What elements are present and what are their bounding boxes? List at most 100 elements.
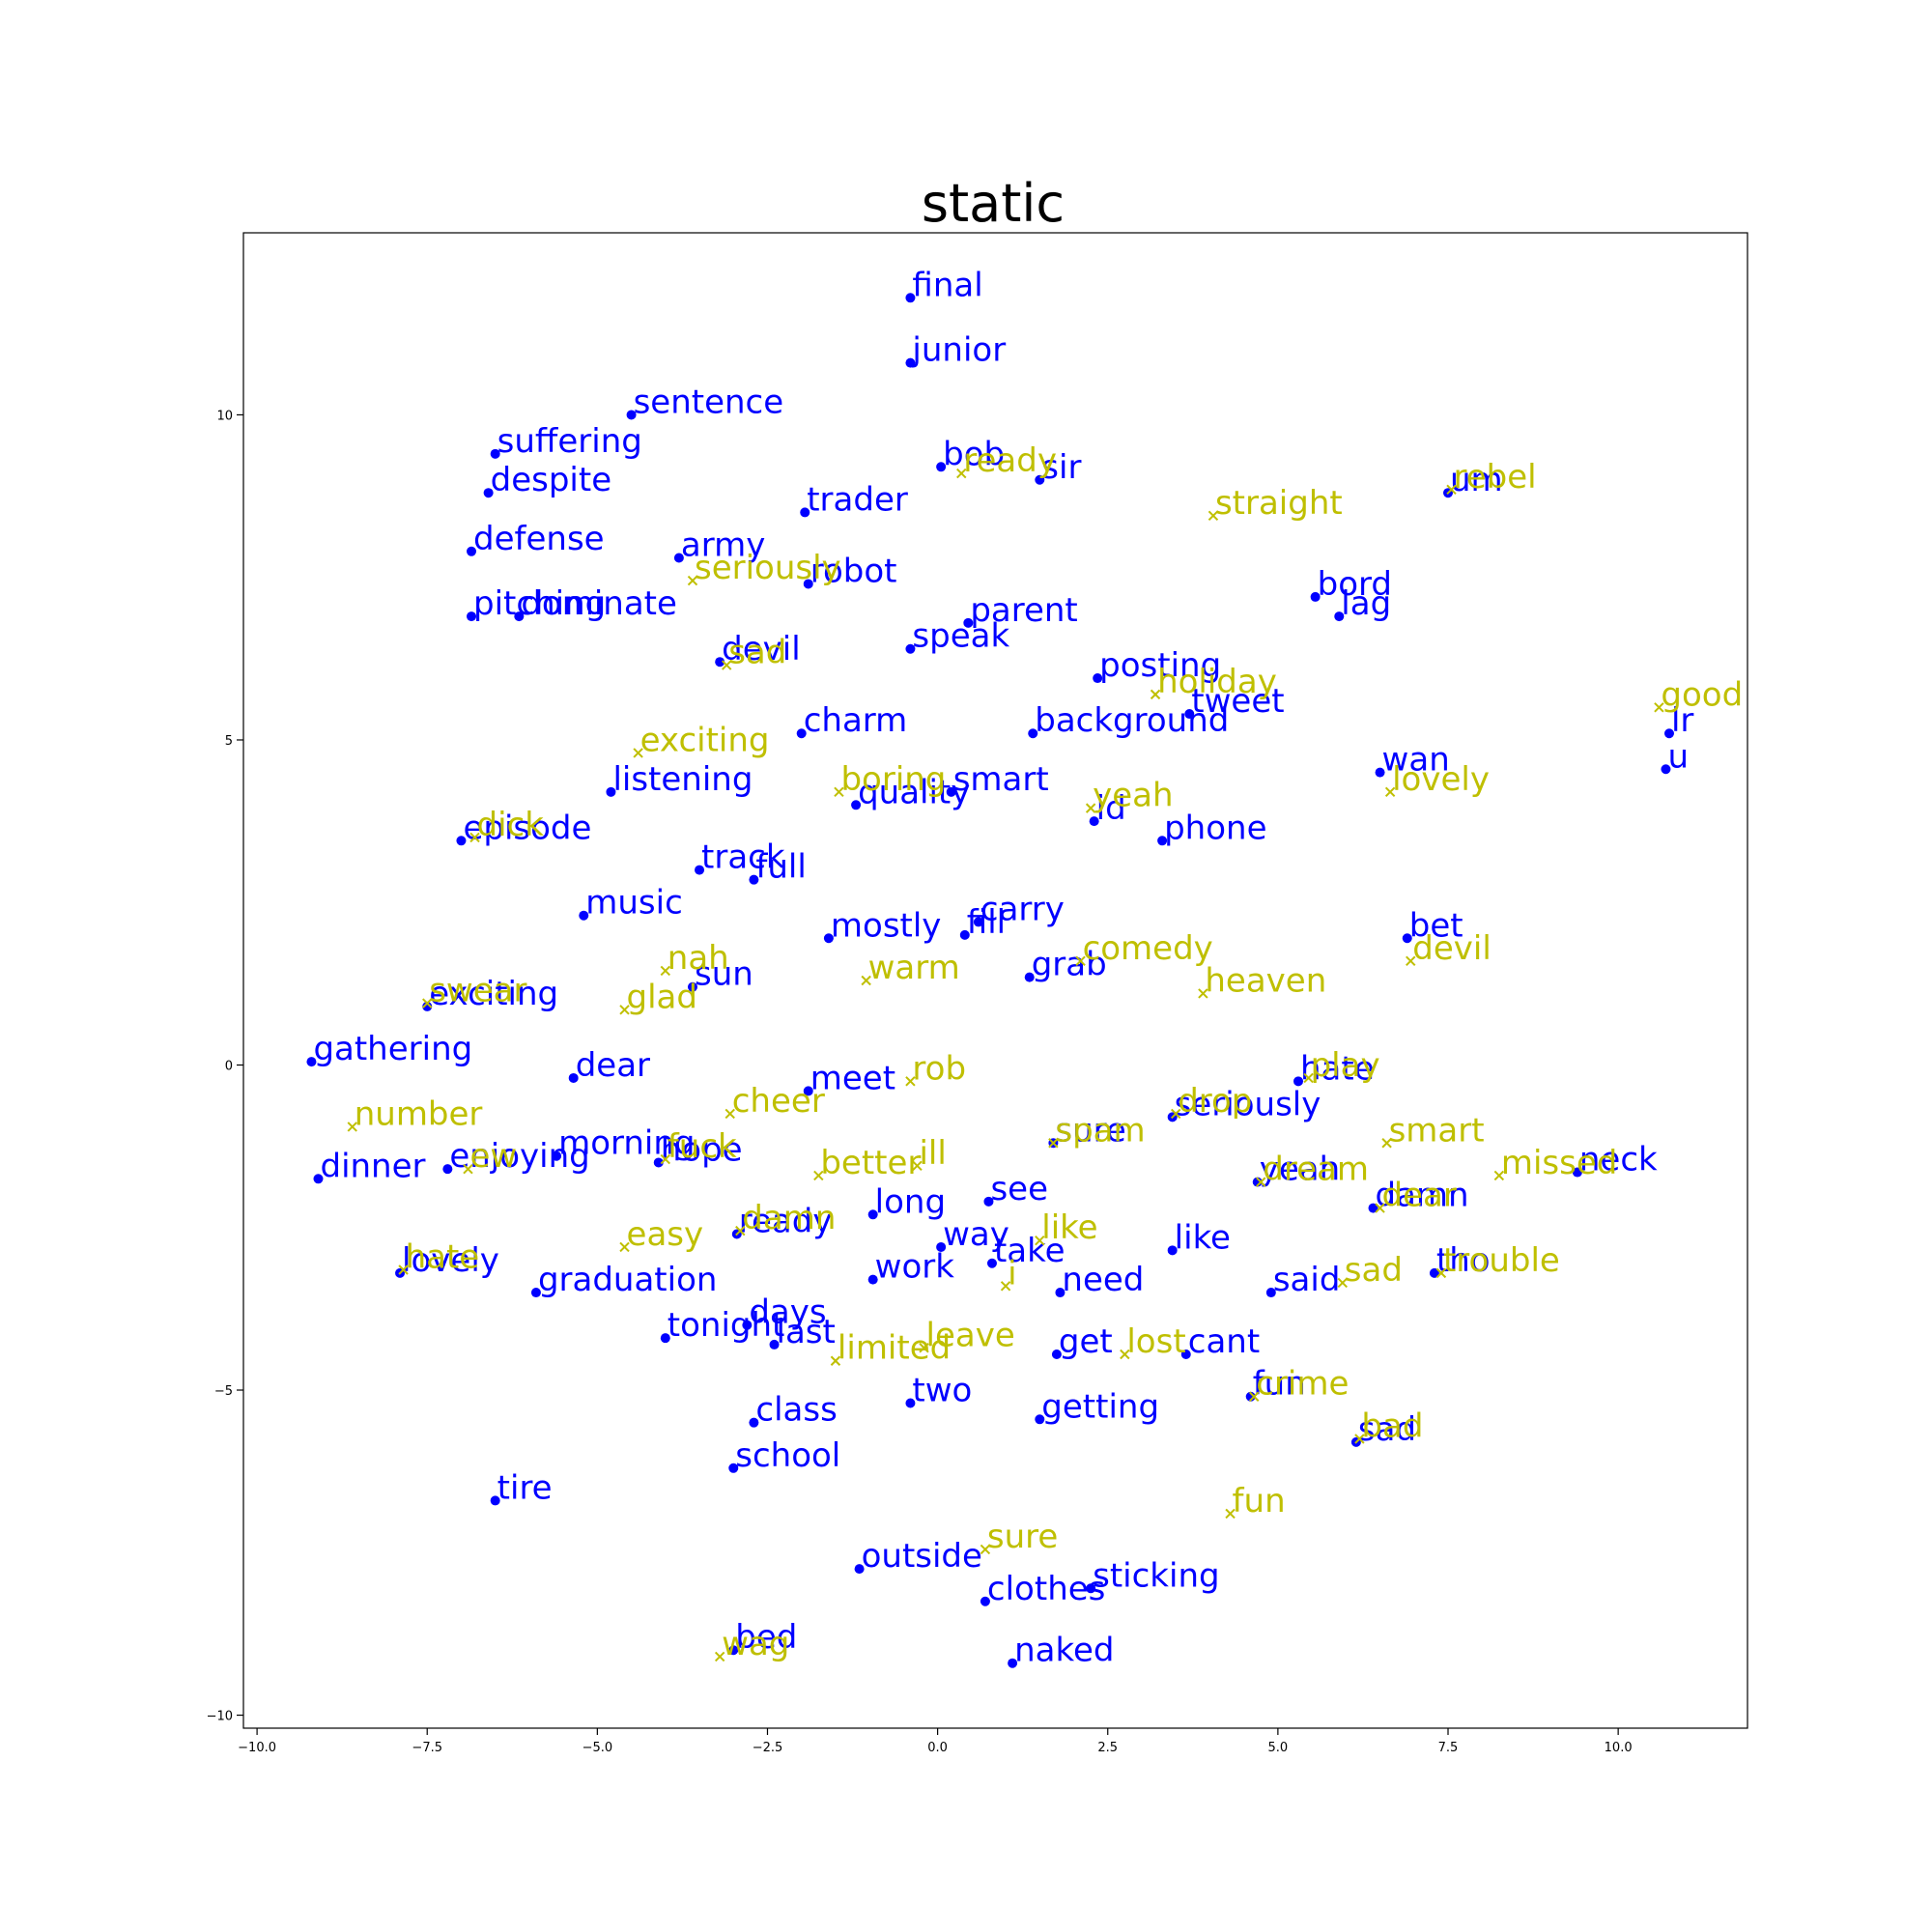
data-point-label: pitching [473, 584, 606, 623]
data-point-label: lost [1126, 1322, 1185, 1361]
data-point-marker [1075, 955, 1086, 967]
data-point-label: robot [810, 552, 897, 590]
data-point-label: ready [963, 441, 1057, 480]
data-point-label: ready [739, 1202, 833, 1240]
data-point-marker [749, 1417, 759, 1428]
data-point-marker [467, 611, 477, 622]
data-point-marker [456, 836, 467, 846]
data-point-label: good [1661, 675, 1743, 714]
data-point-label: ill [919, 1134, 946, 1173]
data-point-marker [552, 1151, 562, 1161]
data-point-label: cheer [732, 1082, 825, 1121]
data-point-marker [514, 611, 525, 622]
data-point-label: track [701, 838, 785, 877]
data-point-label: hate [406, 1238, 480, 1277]
data-point-marker [579, 910, 589, 921]
data-point-marker [483, 488, 494, 498]
data-point-marker [673, 553, 684, 563]
data-point-label: meet [810, 1059, 895, 1097]
x-axis: −10.0 −7.5 −5.0 −2.5 0.0 2.5 5.0 7.5 10.0 [238, 1728, 1633, 1755]
data-point-marker [1375, 1203, 1385, 1213]
data-point-marker [467, 546, 477, 556]
data-point-label: school [735, 1436, 840, 1475]
data-point-marker [1086, 1583, 1096, 1594]
x-tick-label: 7.5 [1438, 1741, 1459, 1755]
data-point-label: warm [868, 949, 960, 987]
data-point-label: tire [497, 1468, 553, 1507]
data-point-marker [728, 1645, 739, 1656]
data-point-label: cant [1188, 1322, 1260, 1361]
data-point-marker [905, 643, 916, 654]
data-point-label: morning [558, 1124, 695, 1163]
data-point-label: speak [912, 617, 1009, 656]
data-point-label: junior [911, 331, 1006, 370]
data-point-label: number [355, 1094, 483, 1133]
data-point-marker [490, 1495, 500, 1506]
data-point-marker [980, 1544, 991, 1555]
data-point-label: defense [473, 520, 605, 558]
data-point-label: devil [1412, 929, 1492, 968]
data-point-marker [905, 293, 916, 303]
data-point-marker [633, 748, 643, 758]
data-point-marker [490, 448, 500, 459]
data-point-marker [660, 1333, 670, 1344]
data-point-label: bord [1318, 565, 1392, 604]
data-point-marker [854, 1564, 865, 1575]
data-point-label: trader [807, 480, 908, 519]
data-point-label: boring [840, 760, 946, 799]
data-point-label: bet [1409, 906, 1463, 945]
data-point-label: missed [1501, 1144, 1618, 1182]
data-point-marker [1381, 1138, 1392, 1149]
data-point-marker [422, 998, 433, 1009]
data-point-label: sir [1041, 448, 1081, 487]
data-point-marker [1303, 1072, 1314, 1084]
data-point-label: wag [722, 1625, 789, 1663]
data-point-label: music [585, 884, 683, 923]
data-point-marker [1661, 764, 1671, 775]
data-point-label: heaven [1205, 961, 1326, 1000]
data-point-label: full [755, 848, 806, 887]
data-point-marker [912, 1160, 923, 1172]
data-point-label: tho [1436, 1241, 1491, 1280]
data-point-label: dick [477, 806, 545, 844]
y-tick-label: 0 [225, 1059, 233, 1073]
data-point-label: posting [1099, 646, 1221, 685]
data-point-label: devil [722, 630, 801, 668]
data-point-label: dear [1382, 1177, 1457, 1215]
data-point-marker [1208, 510, 1219, 521]
data-point-marker [1293, 1076, 1304, 1087]
data-point-label: swear [429, 972, 526, 1010]
data-point-label: gathering [313, 1030, 472, 1068]
data-point-marker [1310, 591, 1321, 602]
data-point-marker [469, 832, 480, 843]
data-point-label: bad [1361, 1406, 1423, 1445]
data-point-label: id [1096, 789, 1126, 828]
data-point-label: drop [1178, 1082, 1252, 1121]
data-point-marker [813, 1170, 824, 1181]
data-point-marker [1120, 1349, 1130, 1360]
data-point-label: yeah [1260, 1151, 1340, 1189]
data-point-label: grab [1032, 946, 1107, 984]
data-point-marker [687, 981, 697, 992]
data-point-marker [660, 1153, 671, 1165]
data-point-label: smart [1389, 1111, 1485, 1150]
data-point-marker [442, 1164, 453, 1175]
data-point-marker [1225, 1508, 1236, 1520]
data-point-label: class [755, 1391, 837, 1430]
data-point-marker [1402, 933, 1412, 944]
data-point-marker [1435, 1267, 1447, 1279]
data-point-marker [1157, 836, 1168, 846]
data-point-label: dream [1263, 1151, 1369, 1189]
data-point-marker [803, 579, 813, 589]
data-point-marker [1245, 1391, 1256, 1402]
data-point-label: play [1311, 1046, 1380, 1085]
data-point-label: parent [970, 591, 1077, 630]
data-point-label: spam [1055, 1111, 1145, 1150]
data-point-label: sad [1358, 1410, 1416, 1449]
data-point-label: seriously [695, 549, 841, 587]
data-point-marker [1048, 1138, 1059, 1149]
x-tick-label: 0.0 [927, 1741, 948, 1755]
data-point-marker [1429, 1267, 1439, 1278]
data-point-label: i [1008, 1254, 1016, 1293]
data-point-marker [714, 1651, 725, 1662]
